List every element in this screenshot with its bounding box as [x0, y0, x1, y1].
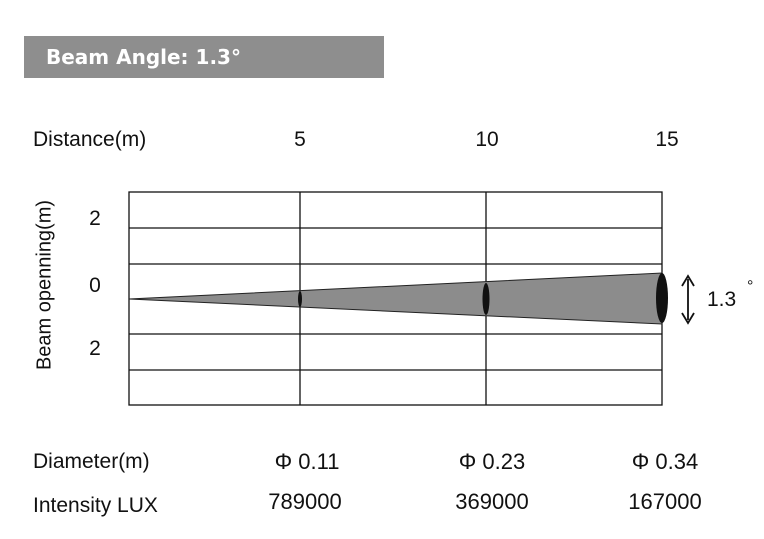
intensity-5m: 789000 — [268, 489, 342, 514]
beam-section-5m — [298, 291, 302, 307]
angle-degree-symbol: ° — [747, 278, 754, 295]
intensity-10m: 369000 — [455, 489, 529, 514]
beam-section-15m — [656, 273, 668, 323]
beam-cone — [128, 272, 663, 325]
beam-opening-tick-zero: 0 — [89, 274, 101, 297]
diameter-5m: Φ 0.11 — [274, 449, 340, 474]
intensity-label: Intensity LUX — [33, 494, 158, 517]
diameter-label: Diameter(m) — [33, 450, 150, 473]
intensity-15m: 167000 — [628, 489, 702, 514]
angle-value: 1.3 — [707, 288, 737, 311]
beam-opening-tick-bottom: 2 — [89, 337, 101, 360]
distance-tick-15: 15 — [655, 128, 679, 151]
header-title: Beam Angle: 1.3° — [46, 45, 241, 69]
beam-section-10m — [482, 283, 490, 315]
phi-symbol: Φ — [631, 449, 650, 474]
distance-tick-5: 5 — [294, 128, 306, 151]
distance-tick-10: 10 — [475, 128, 499, 151]
phi-symbol: Φ — [458, 449, 477, 474]
phi-symbol: Φ — [274, 449, 293, 474]
diameter-10m: Φ 0.23 — [458, 449, 526, 474]
diameter-15m: Φ 0.34 — [631, 449, 699, 474]
beam-angle-header: Beam Angle: 1.3° — [24, 36, 384, 78]
beam-opening-tick-top: 2 — [89, 207, 101, 230]
distance-label: Distance(m) — [33, 128, 147, 151]
angle-arrow-icon — [681, 274, 695, 325]
